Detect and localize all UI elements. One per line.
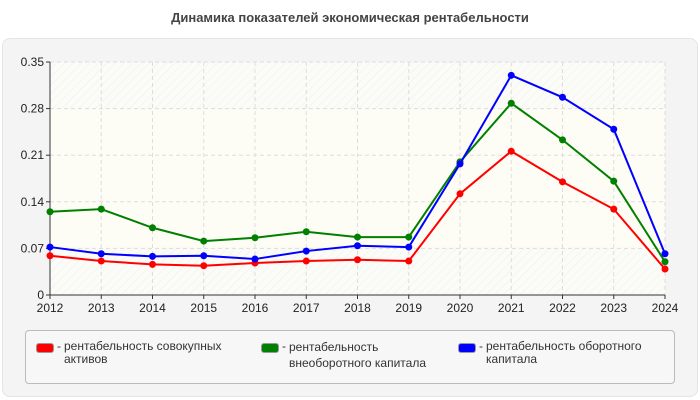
data-point — [46, 252, 54, 260]
x-tick-label: 2021 — [498, 301, 525, 315]
x-tick-label: 2019 — [395, 301, 422, 315]
x-tick-label: 2016 — [242, 301, 269, 315]
data-point — [200, 252, 208, 260]
data-point — [559, 178, 566, 186]
data-point — [97, 205, 105, 213]
data-point — [200, 262, 208, 270]
plot-band — [50, 108, 665, 249]
data-point — [661, 265, 669, 273]
data-point — [405, 243, 413, 251]
data-point — [456, 160, 464, 168]
data-point — [354, 233, 361, 241]
x-tick-label: 2013 — [88, 301, 115, 315]
data-point — [97, 250, 105, 258]
x-tick-label: 2020 — [447, 301, 474, 315]
data-point — [610, 125, 618, 133]
data-point — [97, 257, 105, 265]
legend-item-working-capital: - рентабельность оборотного капитала — [458, 340, 673, 366]
data-point — [251, 234, 259, 242]
data-point — [661, 258, 669, 266]
legend-label: рентабельность совокупных активов — [64, 339, 222, 366]
x-tick-label: 2018 — [344, 301, 371, 315]
data-point — [251, 255, 259, 263]
legend-item-total-assets: - рентабельность совокупных активов — [36, 340, 246, 366]
legend-label: рентабельность внеоборотного капитала — [289, 340, 426, 370]
data-point — [559, 136, 566, 144]
data-point — [302, 228, 310, 236]
data-point — [661, 250, 669, 258]
legend-swatch-green — [261, 343, 279, 353]
data-point — [200, 237, 208, 245]
x-tick-label: 2017 — [293, 301, 320, 315]
data-point — [354, 242, 361, 250]
x-tick-label: 2015 — [190, 301, 217, 315]
data-point — [302, 247, 310, 255]
data-point — [46, 243, 54, 251]
y-tick-label: 0.14 — [21, 195, 45, 209]
y-tick-label: 0.21 — [21, 148, 45, 162]
legend: - рентабельность совокупных активов - ре… — [25, 330, 675, 384]
legend-label: рентабельность оборотного капитала — [486, 339, 642, 366]
legend-swatch-red — [36, 343, 54, 353]
legend-separator: - — [479, 339, 483, 353]
data-point — [149, 224, 156, 232]
y-tick-label: 0.07 — [21, 241, 45, 255]
data-point — [507, 147, 515, 155]
x-tick-label: 2024 — [652, 301, 679, 315]
data-point — [610, 205, 618, 213]
data-point — [405, 257, 413, 265]
x-tick-label: 2014 — [139, 301, 166, 315]
y-tick-label: 0.28 — [21, 102, 45, 116]
data-point — [507, 71, 515, 79]
y-tick-label: 0 — [37, 288, 44, 302]
legend-separator: - — [57, 339, 61, 353]
legend-item-non-current-capital: - рентабельность внеоборотного капитала — [261, 340, 436, 371]
data-point — [507, 99, 515, 107]
legend-swatch-blue — [458, 343, 476, 353]
x-tick-label: 2012 — [37, 301, 64, 315]
x-tick-label: 2022 — [549, 301, 576, 315]
line-chart: 0 0.07 0.14 0.21 0.28 0.35 2012 2013 2014 2015 201… — [21, 55, 679, 315]
series-2 — [46, 99, 669, 266]
data-point — [405, 233, 413, 241]
y-tick-label: 0.35 — [21, 55, 45, 69]
data-point — [46, 208, 54, 216]
chart-title: Динамика показателей экономическая рента… — [171, 10, 529, 25]
data-point — [559, 93, 566, 101]
x-tick-label: 2023 — [600, 301, 627, 315]
series-3 — [46, 71, 669, 263]
data-point — [149, 260, 156, 268]
data-point — [610, 177, 618, 185]
data-point — [149, 252, 156, 260]
data-point — [302, 257, 310, 265]
series-1 — [46, 147, 669, 273]
legend-separator: - — [282, 339, 286, 353]
data-point — [456, 190, 464, 198]
data-point — [354, 256, 361, 264]
